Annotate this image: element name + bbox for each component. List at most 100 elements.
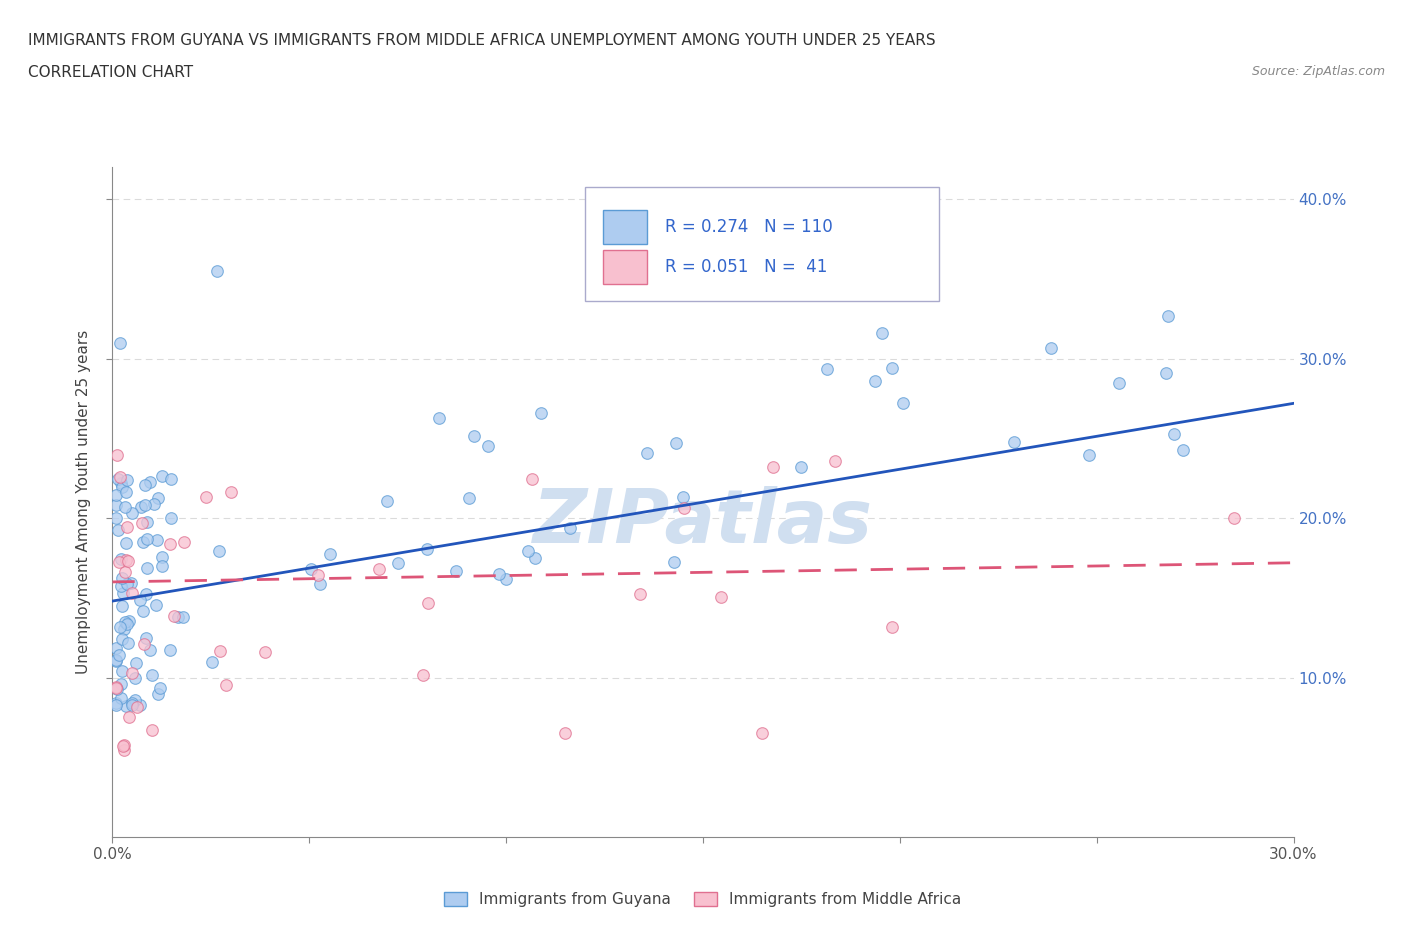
Text: ZIPatlas: ZIPatlas [533, 485, 873, 559]
FancyBboxPatch shape [585, 188, 939, 301]
Point [672, 490, 695, 505]
Text: R = 0.051   N =  41: R = 0.051 N = 41 [665, 259, 828, 276]
Point [111, 480, 134, 495]
Point [628, 587, 651, 602]
Point [131, 515, 153, 530]
Point [444, 564, 467, 578]
Point [554, 726, 576, 741]
Point [121, 696, 143, 711]
Point [128, 698, 150, 712]
Point [134, 478, 156, 493]
Point [195, 490, 218, 505]
Point [308, 577, 330, 591]
Point [114, 565, 136, 579]
Point [880, 360, 903, 375]
Bar [603, 250, 648, 285]
Point [673, 500, 696, 515]
Point [107, 472, 129, 486]
Point [121, 698, 143, 712]
Point [110, 677, 132, 692]
Point [124, 693, 146, 708]
Point [416, 596, 439, 611]
Point [112, 585, 135, 600]
Point [1108, 376, 1130, 391]
Point [146, 491, 169, 506]
Point [115, 536, 138, 551]
Point [105, 654, 128, 669]
Point [105, 696, 128, 711]
Point [150, 550, 173, 565]
Point [117, 553, 139, 568]
Point [870, 326, 893, 340]
Point [110, 578, 132, 593]
Point [412, 668, 434, 683]
Point [135, 532, 157, 547]
Point [149, 681, 172, 696]
Point [891, 395, 914, 410]
Point [146, 686, 169, 701]
Point [215, 678, 238, 693]
Point [163, 608, 186, 623]
Point [114, 615, 136, 630]
Point [762, 459, 785, 474]
Point [105, 511, 128, 525]
Point [880, 619, 903, 634]
Point [208, 644, 231, 658]
Point [135, 586, 157, 601]
Point [105, 698, 128, 712]
Point [1078, 447, 1101, 462]
Point [110, 690, 132, 705]
Point [107, 523, 129, 538]
Point [115, 699, 138, 714]
Point [108, 336, 131, 351]
Point [790, 459, 813, 474]
Point [416, 541, 439, 556]
Text: Source: ZipAtlas.com: Source: ZipAtlas.com [1251, 65, 1385, 78]
Point [112, 737, 135, 752]
Point [135, 631, 157, 645]
Point [166, 609, 188, 624]
Point [141, 668, 163, 683]
Point [529, 405, 551, 420]
Point [117, 635, 139, 650]
Point [427, 411, 450, 426]
Point [108, 470, 131, 485]
Point [139, 643, 162, 658]
Point [824, 454, 846, 469]
Point [105, 679, 128, 694]
Point [121, 666, 143, 681]
Point [665, 436, 688, 451]
Point [477, 439, 499, 454]
Text: CORRELATION CHART: CORRELATION CHART [28, 65, 193, 80]
Point [152, 469, 174, 484]
Point [710, 590, 733, 604]
Point [1002, 435, 1025, 450]
Text: IMMIGRANTS FROM GUYANA VS IMMIGRANTS FROM MIDDLE AFRICA UNEMPLOYMENT AMONG YOUTH: IMMIGRANTS FROM GUYANA VS IMMIGRANTS FRO… [28, 33, 936, 47]
Point [105, 682, 128, 697]
Point [815, 362, 838, 377]
Point [387, 555, 409, 570]
Point [523, 551, 546, 565]
Point [111, 599, 134, 614]
Point [132, 604, 155, 618]
Point [125, 655, 148, 670]
Point [108, 619, 131, 634]
Point [142, 497, 165, 512]
Point [1154, 365, 1177, 380]
Point [112, 742, 135, 757]
Point [124, 671, 146, 685]
Point [751, 726, 773, 741]
Point [132, 535, 155, 550]
Point [105, 640, 128, 655]
Point [107, 554, 129, 569]
Point [172, 609, 194, 624]
Point [160, 511, 183, 525]
Point [114, 499, 136, 514]
Bar [603, 210, 648, 245]
Legend: Immigrants from Guyana, Immigrants from Middle Africa: Immigrants from Guyana, Immigrants from … [439, 885, 967, 913]
Point [105, 680, 128, 695]
Point [145, 598, 167, 613]
Point [125, 699, 148, 714]
Point [517, 544, 540, 559]
Point [377, 494, 399, 509]
